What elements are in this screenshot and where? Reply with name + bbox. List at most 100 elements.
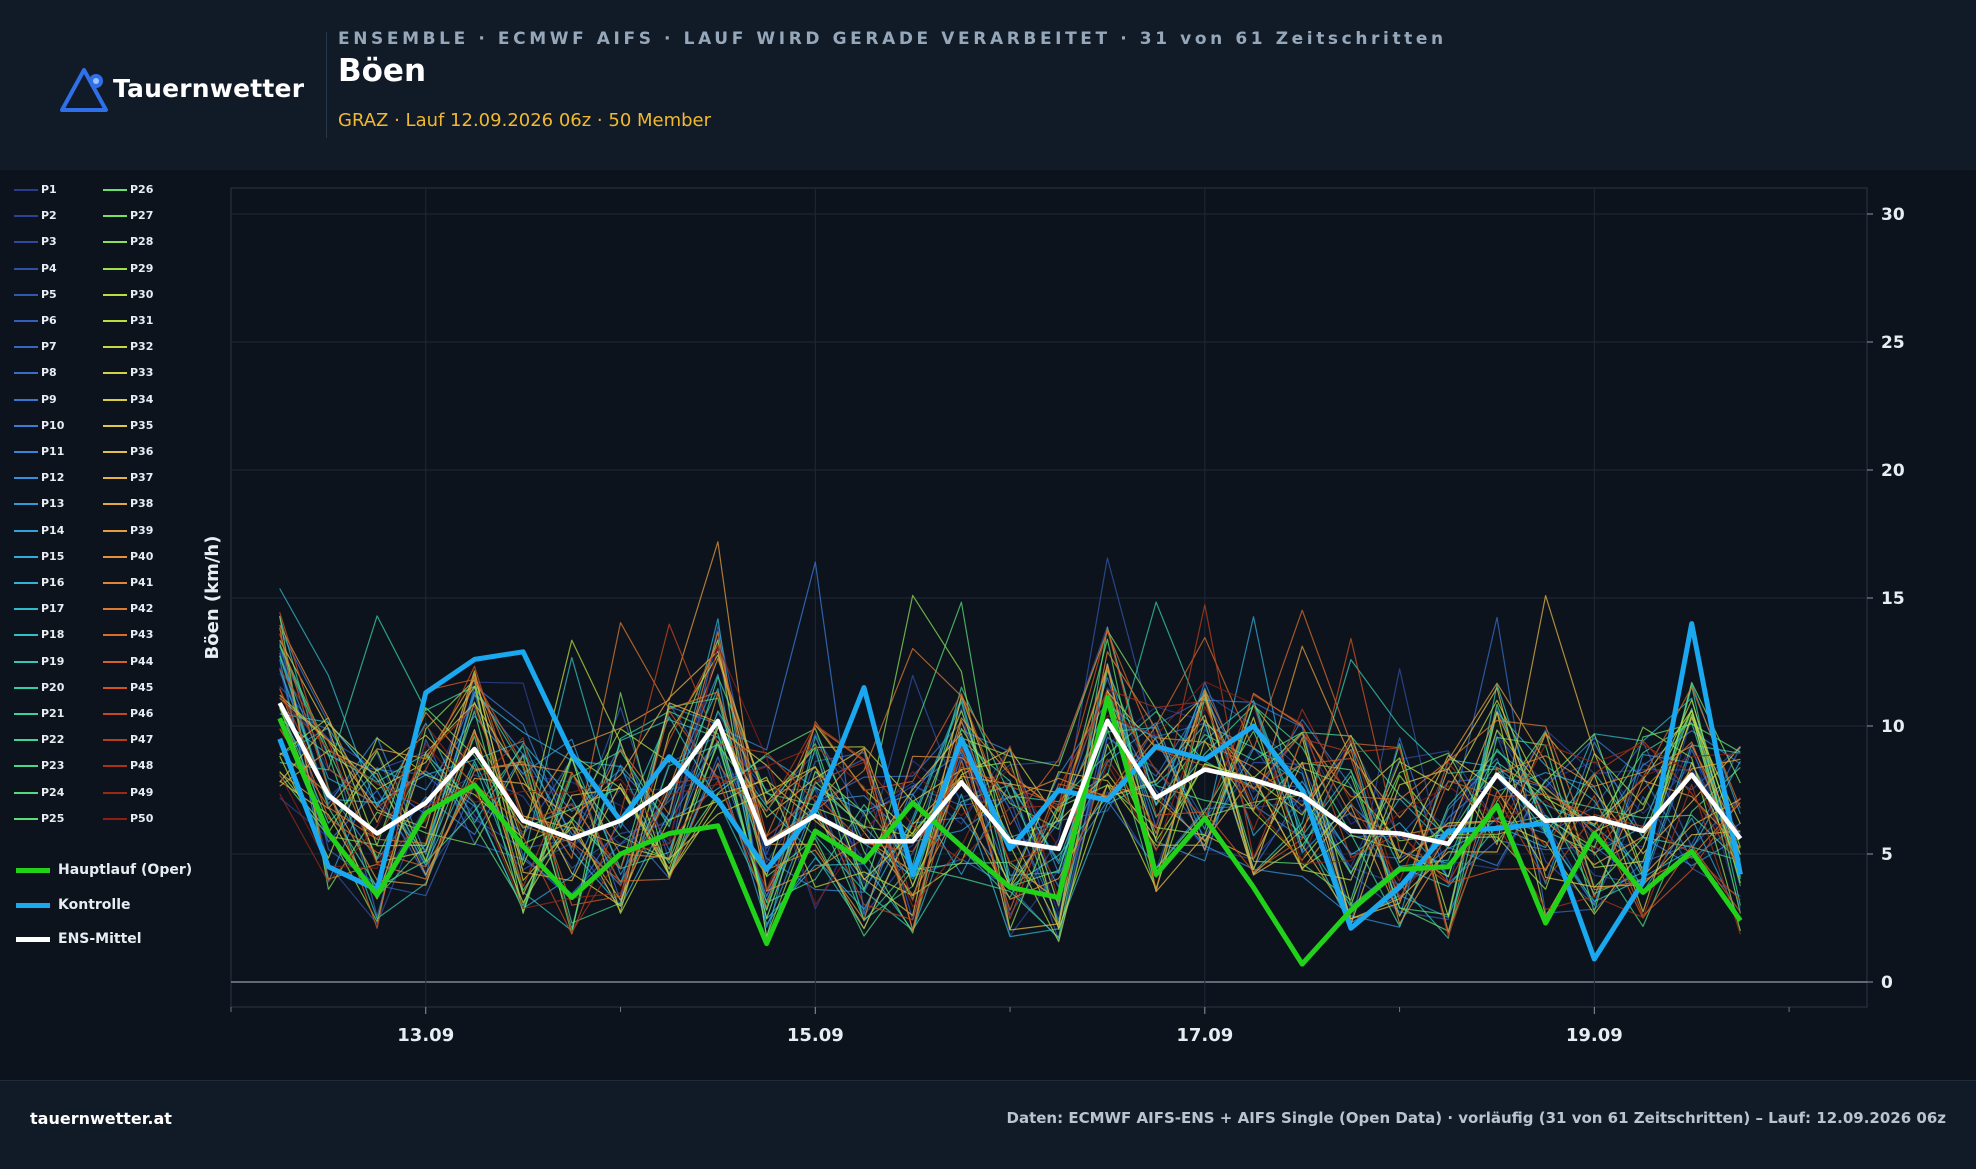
member-line-P37 <box>279 594 1741 930</box>
legend-label: P34 <box>130 392 154 406</box>
series-line-oper <box>277 695 1743 967</box>
legend-label: P18 <box>41 628 65 642</box>
brand-logo[interactable]: Tauernwetter <box>60 66 320 118</box>
legend-item: P47 <box>103 733 193 747</box>
legend-swatch <box>14 713 38 715</box>
legend-swatch <box>103 660 127 663</box>
legend-label: P26 <box>130 183 154 196</box>
legend-item: P24 <box>14 786 104 800</box>
page-title: Böen <box>338 53 427 89</box>
legend-label: P42 <box>130 602 154 616</box>
legend-item: P34 <box>103 393 193 407</box>
legend-item: P27 <box>103 209 193 223</box>
footer-data-source: Daten: ECMWF AIFS-ENS + AIFS Single (Ope… <box>1006 1109 1947 1127</box>
legend-label: P48 <box>130 759 154 773</box>
legend-item: P50 <box>103 812 193 826</box>
legend-item: P9 <box>14 393 104 407</box>
legend-item: P14 <box>14 524 104 538</box>
legend-item: P18 <box>14 628 104 642</box>
gust-ensemble-chart: 0 5 10 15 20 25 30 13.09 15.09 17.09 19.09 Böen (km… <box>202 187 1905 1046</box>
member-line-P47 <box>279 604 1741 938</box>
member-line-P38 <box>279 657 1741 917</box>
legend-swatch <box>103 686 127 689</box>
legend-swatch <box>103 424 127 427</box>
legend-swatch <box>103 320 127 322</box>
member-line-P22 <box>279 689 1741 939</box>
legend-item: P36 <box>103 445 193 459</box>
x-tick-label: 15.09 <box>787 1025 844 1046</box>
legend-label: P28 <box>130 235 154 249</box>
legend-label: P46 <box>130 707 154 720</box>
legend-swatch <box>14 424 38 427</box>
legend-label: P22 <box>41 733 65 747</box>
footer-site-link[interactable]: tauernwetter.at <box>30 1109 172 1128</box>
legend-swatch <box>14 477 38 480</box>
legend-label: P9 <box>41 392 57 406</box>
legend-label: P45 <box>130 680 154 694</box>
legend-swatch <box>14 320 38 322</box>
legend-label: P25 <box>41 811 65 825</box>
legend-swatch <box>14 293 38 296</box>
legend-swatch <box>14 346 38 349</box>
legend-swatch <box>103 608 127 611</box>
legend-label: P35 <box>130 418 154 432</box>
legend-swatch <box>14 529 38 532</box>
legend-swatch <box>14 215 38 218</box>
legend-label: P17 <box>41 602 65 616</box>
y-tick-label: 10 <box>1881 717 1905 737</box>
legend-item: P15 <box>14 550 104 564</box>
legend-swatch <box>103 215 127 218</box>
legend-label: P47 <box>130 733 154 747</box>
legend-swatch <box>103 791 127 794</box>
legend-item: P29 <box>103 262 193 276</box>
y-tick-label: 0 <box>1881 973 1893 993</box>
member-line-P41 <box>279 627 1741 931</box>
legend-swatch <box>103 241 127 244</box>
legend-item: P17 <box>14 602 104 616</box>
legend-swatch <box>103 267 127 270</box>
legend-label: Hauptlauf (Oper) <box>58 862 193 878</box>
legend-label: P44 <box>130 654 154 668</box>
legend-swatch <box>14 503 38 506</box>
legend-label: P19 <box>41 654 65 668</box>
legend-swatch <box>14 765 38 768</box>
legend-swatch <box>103 372 127 375</box>
legend-swatch <box>14 241 38 244</box>
y-tick-label: 15 <box>1881 589 1905 609</box>
legend-label: P16 <box>41 576 65 589</box>
member-line-P5 <box>279 557 1741 916</box>
legend-swatch <box>14 791 38 794</box>
x-tick-label: 19.09 <box>1566 1025 1623 1046</box>
legend-item: P49 <box>103 786 193 800</box>
legend-swatch <box>103 293 127 296</box>
legend-item: P30 <box>103 288 193 302</box>
y-axis-label: Böen (km/h) <box>202 536 223 660</box>
legend-label: P29 <box>130 261 154 275</box>
header: Tauernwetter ENSEMBLE · ECMWF AIFS · LAU… <box>0 0 1976 170</box>
mountain-logo-icon <box>60 68 108 112</box>
legend-swatch <box>103 739 127 742</box>
legend-item: P23 <box>14 759 104 773</box>
member-line-P46 <box>279 623 1741 935</box>
legend-label: P40 <box>130 549 154 563</box>
x-tick-label: 17.09 <box>1176 1025 1233 1046</box>
legend-item: P46 <box>103 707 193 721</box>
member-line-P36 <box>279 663 1741 931</box>
legend-item: P11 <box>14 445 104 459</box>
legend-swatch <box>103 346 127 349</box>
legend-swatch <box>14 582 38 584</box>
legend-label: ENS-Mittel <box>58 931 142 947</box>
legend-item: P31 <box>103 314 193 328</box>
legend-item: P37 <box>103 471 193 485</box>
legend-item: P22 <box>14 733 104 747</box>
legend-item: P1 <box>14 183 104 197</box>
legend-swatch <box>16 937 50 942</box>
legend-item: P45 <box>103 681 193 695</box>
legend-label: P27 <box>130 209 154 223</box>
legend-label: P13 <box>41 497 65 511</box>
member-line-P43 <box>279 609 1741 934</box>
member-line-P9 <box>279 628 1741 924</box>
legend-label: P4 <box>41 261 57 275</box>
legend-swatch <box>14 739 38 742</box>
legend-item: P20 <box>14 681 104 695</box>
